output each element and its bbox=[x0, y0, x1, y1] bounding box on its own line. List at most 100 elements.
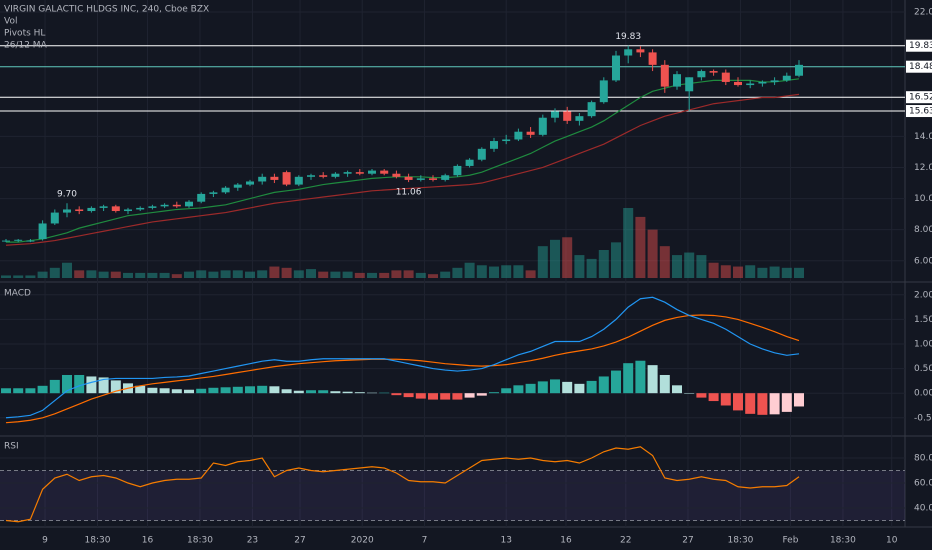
x-tick-label: Feb bbox=[782, 536, 798, 546]
candle-body bbox=[758, 81, 767, 84]
histogram-bar bbox=[489, 392, 499, 394]
volume-bar bbox=[293, 270, 304, 278]
histogram-bar bbox=[330, 391, 341, 394]
ma-fast-line bbox=[6, 78, 800, 243]
x-tick-label: 18:30 bbox=[187, 536, 213, 546]
volume-bar bbox=[49, 267, 60, 278]
candle-body bbox=[148, 206, 157, 208]
volume-bar bbox=[659, 246, 670, 278]
candle-body bbox=[282, 172, 291, 185]
histogram-bar bbox=[74, 374, 85, 394]
volume-bar bbox=[415, 272, 426, 278]
histogram-bar bbox=[184, 389, 194, 394]
volume-bar bbox=[574, 255, 585, 278]
volume-bar bbox=[440, 271, 451, 278]
candle-body bbox=[624, 49, 633, 56]
candle-body bbox=[87, 207, 96, 212]
candle-body bbox=[697, 71, 706, 78]
histogram-bar bbox=[220, 387, 231, 394]
volume-bar bbox=[391, 270, 402, 278]
volume-bar bbox=[757, 267, 768, 278]
histogram-bar bbox=[659, 374, 670, 394]
candle-body bbox=[331, 173, 340, 177]
histogram-bar bbox=[62, 374, 72, 394]
histogram-bar bbox=[586, 380, 597, 394]
histogram-bar bbox=[733, 393, 743, 411]
candle-body bbox=[453, 165, 462, 176]
candle-body bbox=[246, 181, 254, 185]
volume-bar bbox=[13, 275, 24, 278]
volume-bar bbox=[306, 269, 316, 278]
y-tick-label: 60.00 bbox=[914, 479, 932, 489]
candle-body bbox=[502, 139, 511, 142]
candle-body bbox=[526, 131, 535, 135]
volume-bar bbox=[428, 274, 438, 278]
histogram-bar bbox=[147, 387, 158, 394]
volume-bar bbox=[74, 270, 85, 278]
candle-body bbox=[111, 206, 120, 212]
candle-body bbox=[99, 206, 108, 208]
x-tick-label: 10 bbox=[886, 536, 898, 546]
pane-label: RSI bbox=[4, 442, 19, 452]
candle-body bbox=[599, 80, 608, 103]
y-tick-label: 1.00 bbox=[914, 339, 932, 349]
pivot-label-box bbox=[906, 105, 932, 118]
candle-body bbox=[75, 209, 84, 212]
candle-body bbox=[124, 209, 132, 212]
histogram-bar bbox=[513, 385, 524, 394]
histogram-bar bbox=[647, 365, 658, 394]
y-tick-label: 1.50 bbox=[914, 315, 932, 325]
volume-bar bbox=[769, 266, 780, 278]
y-tick-label: 0.00 bbox=[914, 389, 932, 399]
histogram-bar bbox=[769, 393, 780, 415]
y-tick-label: 2.00 bbox=[914, 290, 932, 300]
candle-body bbox=[172, 204, 181, 207]
histogram-bar bbox=[196, 388, 207, 394]
volume-bar bbox=[684, 252, 695, 278]
volume-bar bbox=[110, 271, 121, 278]
histogram-bar bbox=[440, 393, 451, 400]
volume-bar bbox=[513, 265, 524, 278]
x-tick-label: 18:30 bbox=[727, 536, 753, 546]
candle-body bbox=[782, 75, 791, 81]
candle-body bbox=[50, 212, 59, 224]
candle-body bbox=[233, 184, 242, 188]
histogram-bar bbox=[403, 393, 414, 398]
pane-label: MACD bbox=[4, 289, 31, 299]
volume-bar bbox=[159, 272, 170, 278]
histogram-bar bbox=[525, 383, 536, 394]
candle-body bbox=[380, 170, 389, 174]
x-tick-label: 18:30 bbox=[85, 536, 111, 546]
volume-bar bbox=[62, 262, 72, 278]
ma-slow-line bbox=[5, 93, 800, 246]
volume-bar bbox=[379, 272, 390, 278]
histogram-bar bbox=[562, 381, 573, 394]
histogram-bar bbox=[49, 379, 60, 394]
candle-body bbox=[392, 173, 401, 177]
candle-body bbox=[636, 49, 645, 53]
volume-bar bbox=[452, 267, 463, 278]
candle-body bbox=[575, 116, 584, 121]
candle-body bbox=[648, 52, 657, 65]
candle-body bbox=[709, 71, 718, 73]
histogram-bar bbox=[1, 388, 11, 394]
volume-bar bbox=[98, 271, 109, 278]
histogram-bar bbox=[696, 393, 707, 398]
volume-bar bbox=[281, 267, 292, 278]
histogram-bar bbox=[245, 386, 255, 394]
candle-body bbox=[441, 175, 450, 180]
histogram-bar bbox=[98, 377, 109, 394]
histogram-bar bbox=[745, 393, 756, 414]
candle-body bbox=[563, 111, 572, 121]
volume-bar bbox=[367, 272, 377, 278]
volume-bar bbox=[220, 270, 231, 278]
x-tick-label: 9 bbox=[42, 536, 48, 546]
pivot-label: 15.63 bbox=[909, 107, 932, 117]
x-tick-label: 27 bbox=[682, 536, 693, 546]
y-tick-label: -0.50 bbox=[914, 413, 932, 423]
volume-bar bbox=[135, 272, 146, 278]
volume-bar bbox=[623, 208, 634, 278]
candle-body bbox=[319, 175, 328, 177]
volume-bar bbox=[123, 272, 133, 278]
